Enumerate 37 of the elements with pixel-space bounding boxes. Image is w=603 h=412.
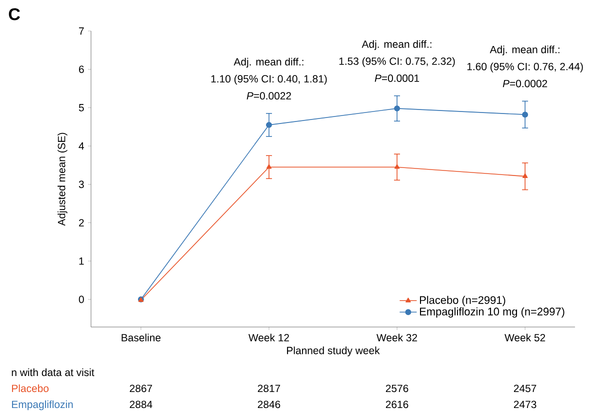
text: 2867 [130,384,152,392]
text: 2616 [386,400,408,408]
y-axis-title: Adjusted mean (SE) [58,132,68,226]
annotation: Adj. mean diff.: [490,46,560,56]
legend-label: Empagliflozin 10 mg (n=2997) [420,307,564,318]
x-tick-label: Week 52 [504,334,546,342]
y-tick-label: 6 [79,66,84,74]
y-tick-label: 5 [78,104,84,112]
annotation: P=0.0002 [502,80,548,88]
annotation: Adj. mean diff.: [234,58,304,68]
chart-title: C [8,8,20,20]
text: 2473 [514,400,536,408]
y-tick-label: 0 [78,296,84,304]
annotation: 1.60 (95% CI: 0.76, 2.44) [467,62,583,72]
text: 2846 [258,400,280,408]
text: 2884 [130,400,152,408]
text: 2576 [386,384,408,392]
x-axis-title: Planned study week [287,346,380,356]
annotation: 1.53 (95% CI: 0.75, 2.32) [339,57,455,67]
text: Placebo [12,384,49,392]
x-tick-label: Baseline [122,334,161,342]
annotation: 1.10 (95% CI: 0.40, 1.81) [211,74,327,85]
y-tick-label: 4 [78,142,84,150]
x-tick-label: Week 32 [376,334,418,342]
text: n with data at visit [12,368,94,376]
annotation: P=0.0001 [374,74,420,82]
x-tick-label: Week 12 [248,334,289,342]
y-tick-label: 2 [79,219,84,226]
text: Empagliflozin [12,400,73,410]
y-tick-label: 1 [79,257,84,265]
annotation: P=0.0022 [246,92,291,100]
text: 2817 [258,384,280,392]
y-tick-label: 3 [78,180,84,188]
y-tick-label: 7 [79,27,84,35]
text: 2457 [514,384,536,392]
annotation: Adj. mean diff.: [362,40,432,50]
legend-label: Placebo (n=2991) [420,296,506,306]
